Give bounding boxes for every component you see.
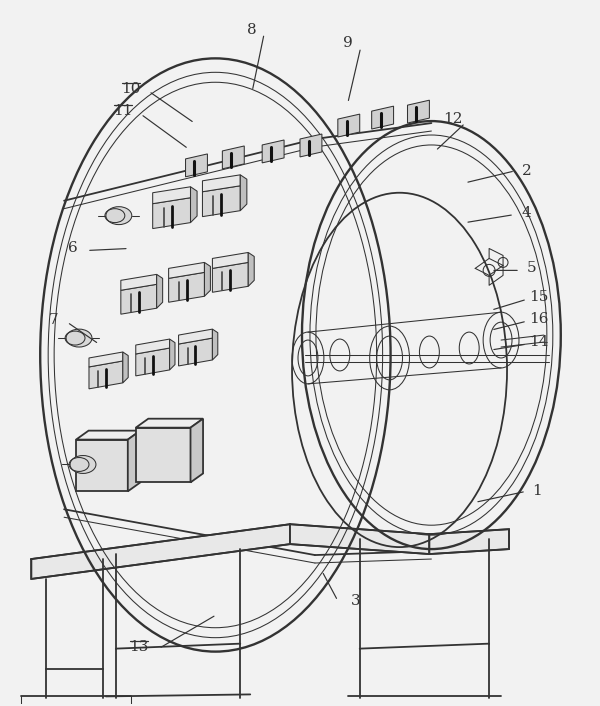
Polygon shape: [371, 106, 394, 129]
Polygon shape: [407, 100, 430, 123]
Text: 3: 3: [351, 594, 361, 608]
Polygon shape: [76, 431, 140, 440]
Polygon shape: [430, 530, 509, 554]
Polygon shape: [202, 186, 240, 217]
Polygon shape: [300, 134, 322, 157]
Polygon shape: [31, 524, 290, 579]
Polygon shape: [338, 114, 360, 137]
Polygon shape: [179, 338, 212, 366]
Text: 13: 13: [129, 640, 148, 654]
Polygon shape: [136, 339, 170, 354]
Polygon shape: [123, 352, 128, 383]
Polygon shape: [157, 275, 163, 309]
Polygon shape: [89, 361, 123, 389]
Text: 6: 6: [68, 241, 78, 256]
Polygon shape: [121, 285, 157, 314]
Text: 10: 10: [121, 82, 140, 96]
Polygon shape: [152, 198, 191, 229]
Text: 12: 12: [443, 112, 463, 126]
Ellipse shape: [70, 455, 96, 474]
Polygon shape: [185, 154, 208, 176]
Text: 4: 4: [521, 205, 531, 220]
Polygon shape: [169, 273, 205, 302]
Polygon shape: [205, 263, 211, 297]
Polygon shape: [290, 524, 430, 554]
Polygon shape: [136, 348, 170, 376]
Polygon shape: [76, 440, 128, 491]
Ellipse shape: [66, 329, 92, 347]
Polygon shape: [128, 431, 140, 491]
Text: 5: 5: [527, 261, 537, 275]
Polygon shape: [191, 187, 197, 222]
Polygon shape: [212, 253, 248, 268]
Text: 16: 16: [529, 312, 548, 326]
Polygon shape: [191, 419, 203, 482]
Text: 15: 15: [529, 290, 548, 304]
Polygon shape: [248, 253, 254, 287]
Text: 11: 11: [113, 104, 133, 118]
Text: 2: 2: [522, 164, 532, 178]
Polygon shape: [136, 419, 203, 428]
Polygon shape: [262, 140, 284, 163]
Polygon shape: [170, 339, 175, 370]
Text: 1: 1: [532, 484, 542, 498]
Text: 8: 8: [247, 23, 257, 37]
Ellipse shape: [106, 207, 132, 225]
Polygon shape: [202, 175, 240, 192]
Polygon shape: [89, 352, 123, 367]
Polygon shape: [136, 428, 191, 482]
Polygon shape: [179, 329, 212, 344]
Polygon shape: [169, 263, 205, 278]
Text: 14: 14: [529, 335, 548, 349]
Text: 7: 7: [49, 313, 58, 327]
Polygon shape: [223, 146, 244, 169]
Polygon shape: [212, 329, 218, 360]
Polygon shape: [121, 275, 157, 290]
Polygon shape: [212, 263, 248, 292]
Polygon shape: [152, 187, 191, 204]
Text: 9: 9: [343, 37, 353, 50]
Polygon shape: [240, 175, 247, 210]
